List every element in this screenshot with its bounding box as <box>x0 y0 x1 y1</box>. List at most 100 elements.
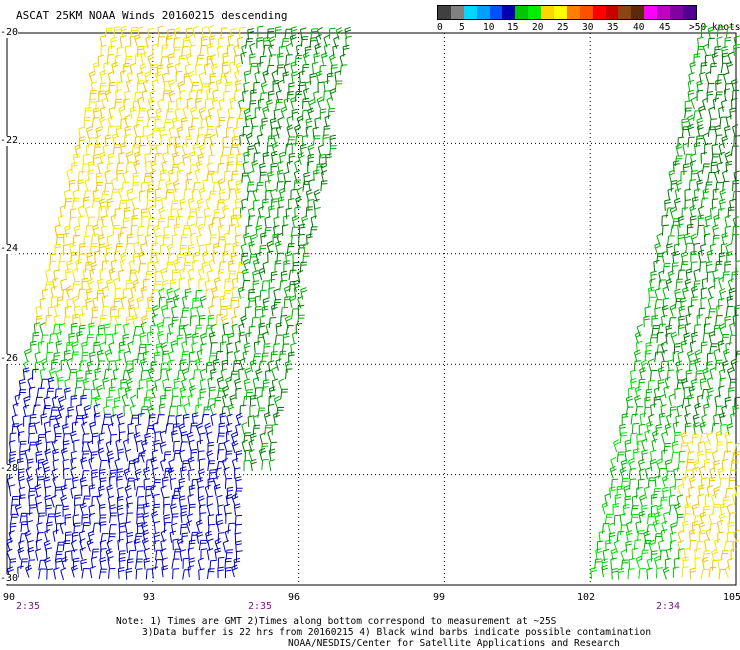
legend-swatch-19 <box>682 6 696 19</box>
wind-barb <box>693 459 700 472</box>
wind-barb <box>89 243 98 254</box>
wind-barb <box>26 520 34 533</box>
wind-barb <box>99 315 107 326</box>
wind-barb <box>302 242 310 255</box>
wind-barb <box>724 430 732 444</box>
wind-barb <box>216 376 224 390</box>
wind-barb <box>174 62 181 76</box>
wind-barb <box>131 196 138 210</box>
wind-barb <box>275 26 282 38</box>
wind-barb <box>66 357 73 371</box>
wind-barb <box>216 313 224 326</box>
wind-barb <box>662 286 669 299</box>
wind-barb <box>225 493 233 507</box>
wind-barb <box>707 37 715 49</box>
wind-barb <box>214 396 222 408</box>
wind-barb <box>276 64 284 76</box>
wind-barb <box>118 341 126 354</box>
wind-barb <box>90 388 98 400</box>
wind-barb <box>122 438 130 452</box>
wind-barb <box>72 234 80 246</box>
wind-barb <box>639 412 647 425</box>
wind-barb <box>57 405 65 418</box>
wind-barb <box>693 188 701 201</box>
wind-barb <box>280 315 288 327</box>
wind-barb <box>141 208 148 220</box>
wind-barb <box>661 224 670 236</box>
wind-barb <box>187 565 195 578</box>
wind-barb <box>83 154 90 166</box>
wind-barb <box>242 280 251 291</box>
wind-barb <box>169 477 177 490</box>
wind-barb <box>678 324 685 336</box>
wind-barb <box>730 548 737 561</box>
wind-barb <box>179 244 187 256</box>
wind-barb <box>143 502 150 515</box>
wind-barb <box>660 341 667 354</box>
wind-barb <box>140 321 147 335</box>
wind-barb <box>714 169 721 183</box>
wind-barb <box>178 449 186 463</box>
wind-barb <box>176 97 183 110</box>
wind-barb <box>654 307 661 319</box>
wind-barb <box>706 249 714 263</box>
wind-barb <box>205 242 212 255</box>
wind-barb <box>679 297 687 310</box>
wind-barb <box>166 243 174 257</box>
wind-barb <box>707 485 714 498</box>
wind-barb <box>648 286 655 299</box>
wind-barb <box>210 323 217 337</box>
wind-barb <box>235 161 243 173</box>
wind-barb <box>248 207 255 220</box>
wind-barb <box>296 115 304 129</box>
wind-barb <box>683 232 691 246</box>
wind-barb <box>133 33 141 47</box>
wind-barb <box>171 305 178 319</box>
wind-barb <box>300 287 308 300</box>
wind-barb <box>661 520 668 534</box>
legend-label-8: 40 <box>633 22 645 33</box>
wind-barb <box>87 137 96 148</box>
wind-barb <box>160 458 167 472</box>
wind-barb <box>623 484 631 498</box>
wind-barb <box>165 189 174 200</box>
wind-barb <box>230 296 238 308</box>
wind-barb <box>165 423 173 434</box>
wind-barb <box>235 213 243 227</box>
wind-barb <box>234 188 242 201</box>
wind-barb <box>98 432 105 445</box>
wind-barb <box>312 126 319 139</box>
wind-barb <box>729 198 736 211</box>
wind-barb <box>665 278 673 291</box>
wind-barb <box>621 559 629 571</box>
wind-barb <box>310 215 318 228</box>
wind-barb <box>168 169 175 182</box>
wind-barb <box>678 450 686 462</box>
wind-barb <box>691 285 698 299</box>
wind-barb <box>233 89 242 101</box>
wind-barb <box>79 136 86 148</box>
wind-barb <box>142 351 150 363</box>
wind-barb <box>271 198 278 210</box>
wind-barb <box>645 388 653 400</box>
wind-barb <box>724 565 731 579</box>
wind-barb <box>64 198 72 209</box>
wind-barb <box>661 349 668 363</box>
wind-barb <box>119 35 127 48</box>
wind-barb <box>211 96 219 110</box>
wind-barb <box>126 367 134 381</box>
wind-barb <box>109 306 118 318</box>
wind-barb <box>608 532 616 544</box>
wind-barb <box>117 307 125 319</box>
wind-barb <box>207 523 216 535</box>
wind-barb <box>208 352 217 363</box>
wind-barb <box>715 260 723 272</box>
wind-barb <box>28 441 37 453</box>
wind-barb <box>124 125 132 138</box>
wind-barb <box>252 258 260 272</box>
wind-barb <box>186 431 194 445</box>
wind-barb <box>10 504 18 516</box>
wind-barb <box>208 190 217 202</box>
wind-barb <box>280 106 288 119</box>
wind-barb <box>254 71 261 84</box>
